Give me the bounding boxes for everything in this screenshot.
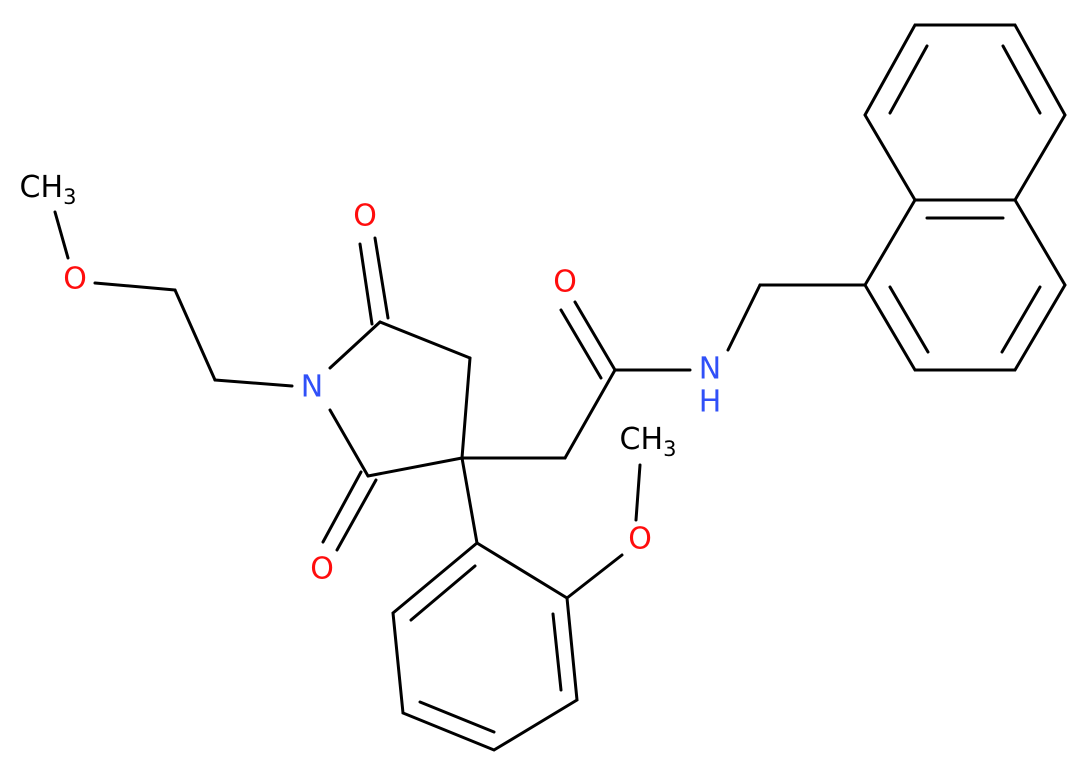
atom-label: O: [353, 199, 377, 234]
bonds: [53, 23, 1067, 752]
atom-symbol: CH: [20, 170, 64, 205]
atom-label: N: [301, 370, 323, 405]
atom-label: CH3: [620, 422, 677, 462]
atom-label: O: [63, 262, 87, 297]
atom-label: N: [699, 352, 721, 387]
atom-label: H: [699, 385, 722, 420]
atom-subscript: 3: [63, 185, 76, 209]
atom-label: CH3: [20, 170, 77, 210]
atom-symbol: CH: [620, 422, 664, 457]
atom-label: O: [628, 522, 652, 557]
atom-subscript: 3: [663, 437, 676, 461]
atom-label: O: [310, 552, 334, 587]
atom-label: O: [553, 265, 577, 300]
